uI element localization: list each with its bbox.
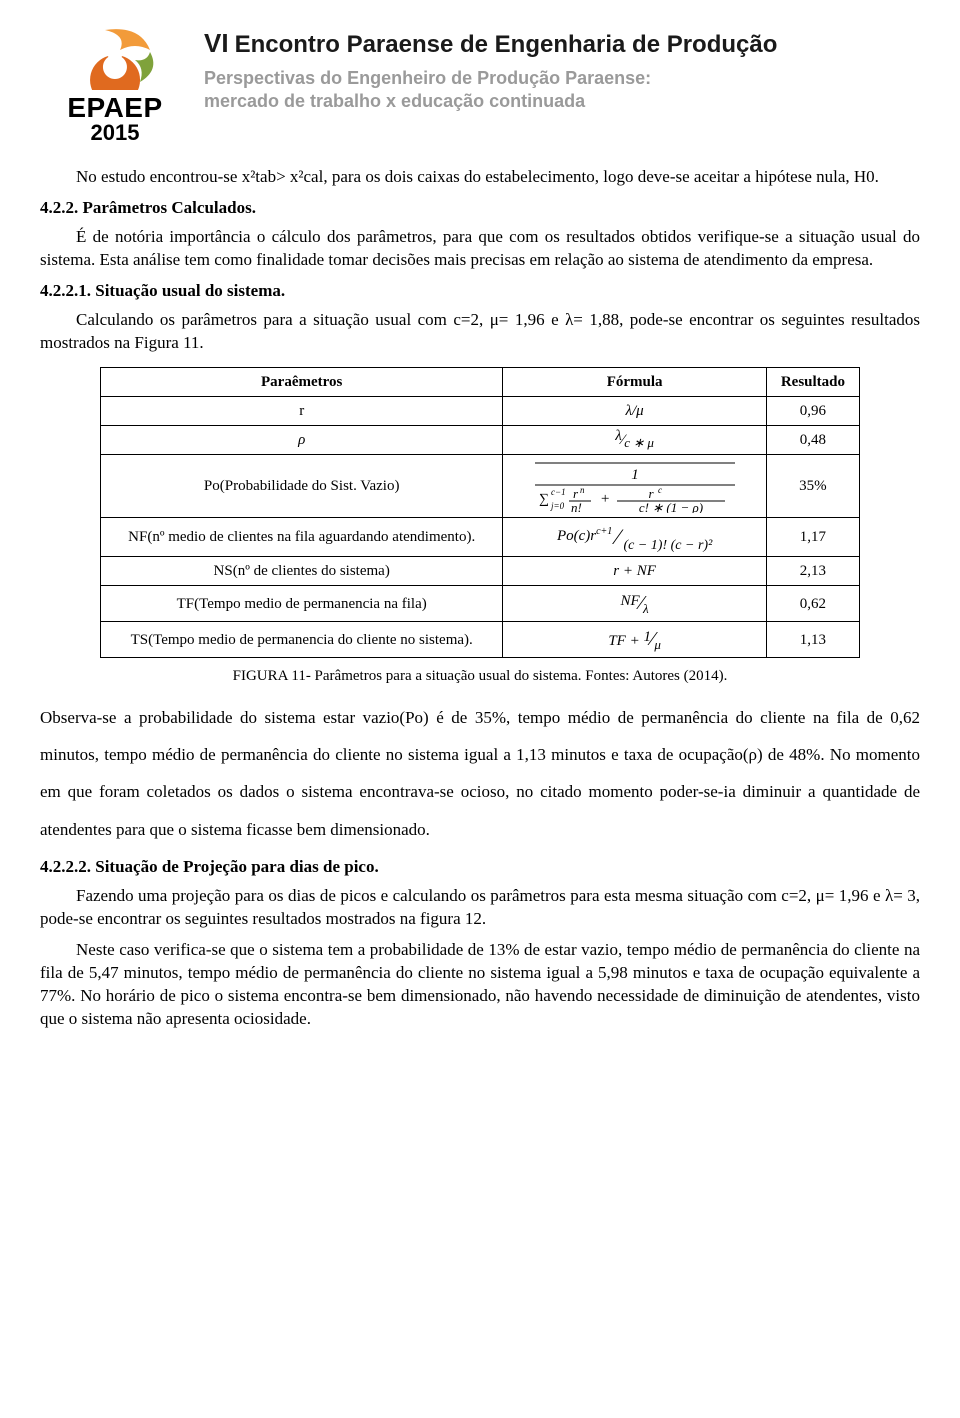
header-subtitle-2: mercado de trabalho x educação continuad… <box>204 90 920 113</box>
figure-11-caption: FIGURA 11- Parâmetros para a situação us… <box>40 666 920 686</box>
svg-text:∑: ∑ <box>539 492 549 507</box>
cell-param: Po(Probabilidade do Sist. Vazio) <box>101 455 503 518</box>
logo-block: EPAEP 2015 <box>40 20 190 144</box>
paragraph-1: No estudo encontrou-se x²tab> x²cal, par… <box>40 166 920 189</box>
th-formula: Fórmula <box>503 367 766 396</box>
svg-text:n: n <box>580 485 585 495</box>
table-row: NF(nº medio de clientes na fila aguardan… <box>101 518 860 557</box>
cell-formula-nf: Po(c)rc+1 ⁄ (c − 1)! (c − r)² <box>503 518 766 557</box>
table-row: r λ/μ 0,96 <box>101 396 860 425</box>
paragraph-6: Neste caso verifica-se que o sistema tem… <box>40 939 920 1031</box>
table-row: NS(nº de clientes do sistema) r + NF 2,1… <box>101 557 860 586</box>
cell-result: 0,62 <box>766 586 859 622</box>
table-row: TF(Tempo medio de permanencia na fila) N… <box>101 586 860 622</box>
header-subtitle-1: Perspectivas do Engenheiro de Produção P… <box>204 67 920 90</box>
cell-formula: r + NF <box>503 557 766 586</box>
parameters-table: Paraêmetros Fórmula Resultado r λ/μ 0,96… <box>100 367 860 659</box>
title-prefix: VI <box>204 28 229 58</box>
logo-year: 2015 <box>40 122 190 144</box>
cell-result: 1,17 <box>766 518 859 557</box>
svg-text:c: c <box>658 485 662 495</box>
svg-text:c−1: c−1 <box>551 487 566 497</box>
cell-result: 1,13 <box>766 622 859 658</box>
svg-text:n!: n! <box>571 500 582 513</box>
cell-param: TF(Tempo medio de permanencia na fila) <box>101 586 503 622</box>
heading-4222: 4.2.2.2. Situação de Projeção para dias … <box>40 856 920 879</box>
table-header-row: Paraêmetros Fórmula Resultado <box>101 367 860 396</box>
table-row: TS(Tempo medio de permanencia do cliente… <box>101 622 860 658</box>
table-row: Po(Probabilidade do Sist. Vazio) 1 ∑ c−1… <box>101 455 860 518</box>
document-body: No estudo encontrou-se x²tab> x²cal, par… <box>40 166 920 1031</box>
title-main: Encontro Paraense de Engenharia de Produ… <box>235 31 778 58</box>
page-header: EPAEP 2015 VIEncontro Paraense de Engenh… <box>40 20 920 144</box>
svg-text:c! ∗ (1 − ρ): c! ∗ (1 − ρ) <box>639 500 703 513</box>
cell-formula-po: 1 ∑ c−1 j=0 r n n! + r c c! ∗ (1 − ρ) <box>503 455 766 518</box>
header-title: VIEncontro Paraense de Engenharia de Pro… <box>204 26 920 61</box>
heading-422: 4.2.2. Parâmetros Calculados. <box>40 197 920 220</box>
svg-text:j=0: j=0 <box>550 501 565 511</box>
cell-param: TS(Tempo medio de permanencia do cliente… <box>101 622 503 658</box>
svg-text:1: 1 <box>631 467 639 483</box>
cell-result: 0,96 <box>766 396 859 425</box>
svg-text:r: r <box>648 486 654 501</box>
paragraph-5: Fazendo uma projeção para os dias de pic… <box>40 885 920 931</box>
epaep-logo-icon <box>65 20 165 90</box>
paragraph-4: Observa-se a probabilidade do sistema es… <box>40 699 920 849</box>
cell-formula: TF + 1⁄μ <box>503 622 766 658</box>
th-param: Paraêmetros <box>101 367 503 396</box>
cell-formula: λ/μ <box>503 396 766 425</box>
cell-result: 0,48 <box>766 426 859 455</box>
header-text-block: VIEncontro Paraense de Engenharia de Pro… <box>204 20 920 112</box>
cell-result: 2,13 <box>766 557 859 586</box>
svg-text:+: + <box>600 491 610 507</box>
th-result: Resultado <box>766 367 859 396</box>
logo-text: EPAEP <box>40 94 190 122</box>
cell-param: ρ <box>101 426 503 455</box>
cell-formula: λ⁄c ∗ μ <box>503 426 766 455</box>
cell-result: 35% <box>766 455 859 518</box>
heading-4221: 4.2.2.1. Situação usual do sistema. <box>40 280 920 303</box>
cell-param: r <box>101 396 503 425</box>
cell-formula: NF⁄λ <box>503 586 766 622</box>
paragraph-3: Calculando os parâmetros para a situação… <box>40 309 920 355</box>
table-row: ρ λ⁄c ∗ μ 0,48 <box>101 426 860 455</box>
paragraph-2: É de notória importância o cálculo dos p… <box>40 226 920 272</box>
cell-param: NF(nº medio de clientes na fila aguardan… <box>101 518 503 557</box>
svg-text:r: r <box>573 486 579 501</box>
cell-param: NS(nº de clientes do sistema) <box>101 557 503 586</box>
